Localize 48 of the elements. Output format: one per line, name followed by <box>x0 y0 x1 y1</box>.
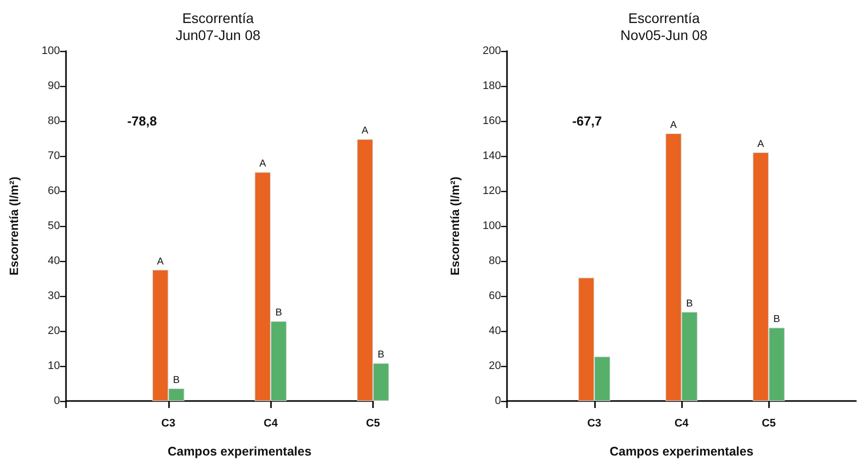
x-tick-label: C5 <box>366 418 380 430</box>
x-axis-title: Campos experimentales <box>610 444 754 458</box>
data-label: A <box>156 256 164 268</box>
y-tick-label: 70 <box>48 150 60 162</box>
y-tick-label: 90 <box>48 80 60 92</box>
y-tick-label: 200 <box>482 45 501 57</box>
data-label: A <box>670 120 678 131</box>
y-tick-label: 10 <box>48 360 60 372</box>
data-label: A <box>362 126 369 137</box>
x-tick-label: C4 <box>264 418 279 430</box>
y-tick-label: 20 <box>48 325 60 337</box>
annotation: -78,8 <box>127 114 157 128</box>
data-label: B <box>275 308 282 319</box>
y-tick-label: 30 <box>48 290 60 302</box>
x-tick-label: C4 <box>674 418 690 430</box>
y-tick-label: 20 <box>488 360 501 372</box>
y-tick-label: 0 <box>54 395 60 407</box>
y-tick-label: 140 <box>482 150 501 162</box>
y-tick-label: 60 <box>488 290 501 302</box>
y-tick-label: 40 <box>488 325 501 337</box>
y-tick-label: 80 <box>488 255 501 267</box>
y-tick-label: 180 <box>482 80 501 92</box>
data-label: A <box>757 138 764 150</box>
data-label: B <box>172 374 180 386</box>
data-label: B <box>378 350 385 361</box>
y-tick-label: 0 <box>494 395 501 407</box>
y-tick-label: 120 <box>482 185 501 197</box>
y-axis-title: Escorrentía (l/m²) <box>7 176 21 276</box>
chart-title: Escorrentía <box>628 10 700 26</box>
x-axis-title: Campos experimentales <box>168 444 312 458</box>
chart-title: Escorrentía <box>182 10 254 26</box>
y-tick-label: 100 <box>482 220 501 232</box>
y-tick-label: 80 <box>48 115 60 127</box>
data-label: B <box>686 298 694 310</box>
x-tick-label: C3 <box>161 418 176 430</box>
x-tick-label: C5 <box>762 418 776 430</box>
x-tick-label: C3 <box>587 418 602 430</box>
data-label: B <box>773 314 780 326</box>
y-axis-title: Escorrentía (l/m²) <box>448 176 462 276</box>
y-tick-label: 50 <box>48 220 60 232</box>
chart-subtitle: Jun07-Jun 08 <box>176 27 261 43</box>
y-tick-label: 160 <box>482 115 501 127</box>
y-tick-label: 40 <box>48 255 60 267</box>
annotation: -67,7 <box>572 114 602 128</box>
y-tick-label: 60 <box>48 185 60 197</box>
data-label: A <box>259 158 266 170</box>
y-tick-label: 100 <box>42 45 60 57</box>
chart-subtitle: Nov05-Jun 08 <box>620 27 708 43</box>
